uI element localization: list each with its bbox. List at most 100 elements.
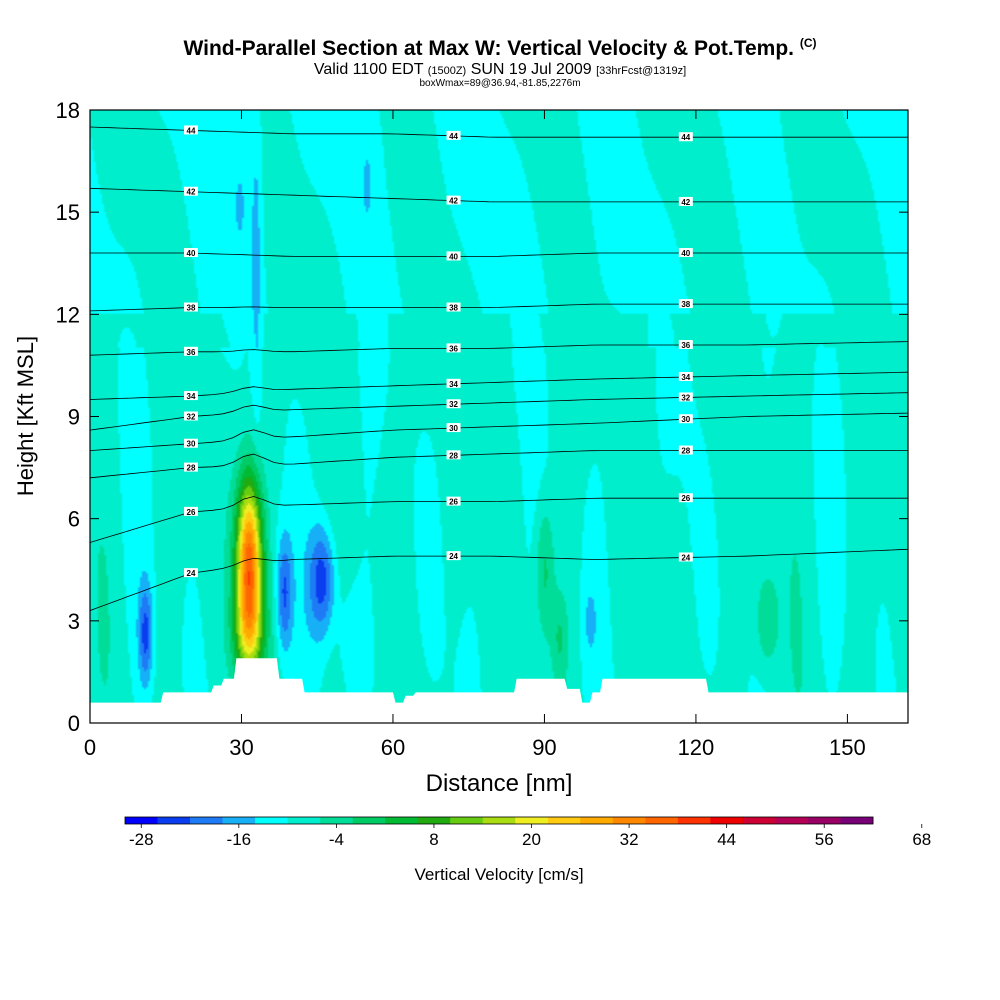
y-tick-label: 6 — [68, 507, 80, 532]
theta-contour-24 — [90, 548, 908, 611]
contour-label-30: 30 — [449, 424, 458, 433]
contour-label-bg — [183, 391, 198, 401]
contour-label-bg — [446, 496, 461, 506]
colorbar-swatch — [807, 817, 841, 824]
contour-label-24: 24 — [681, 553, 690, 562]
theta-contour-44 — [90, 126, 908, 138]
contour-label-24: 24 — [449, 552, 458, 561]
contour-label-bg — [678, 414, 693, 424]
contour-label-bg — [183, 568, 198, 578]
y-tick-label: 15 — [56, 200, 80, 225]
contour-label-26: 26 — [449, 498, 458, 507]
x-tick-label: 30 — [229, 735, 253, 760]
theta-contours: 24 24 24 26 26 26 28 28 28 30 30 30 32 32 32 34 34 34 36 36… — [90, 125, 908, 611]
y-tick-label: 18 — [56, 98, 80, 123]
contour-label-bg — [446, 343, 461, 353]
colorbar-swatch — [710, 817, 744, 824]
colorbar-frame — [124, 816, 874, 825]
colorbar-tick-label: 8 — [429, 830, 438, 849]
contour-label-bg — [678, 299, 693, 309]
colorbar-swatch — [352, 817, 386, 824]
colorbar-swatch — [287, 817, 321, 824]
contour-label-bg — [678, 392, 693, 402]
colorbar-tick-label: -16 — [227, 830, 252, 849]
colorbar-tick-label: 44 — [717, 830, 736, 849]
contour-label-bg — [678, 445, 693, 455]
colorbar-swatch — [547, 817, 581, 824]
contour-label-40: 40 — [187, 249, 196, 258]
contour-label-bg — [678, 132, 693, 142]
theta-contour-42 — [90, 187, 908, 203]
contour-label-44: 44 — [449, 132, 458, 141]
contour-label-24: 24 — [187, 569, 196, 578]
contour-label-38: 38 — [187, 304, 196, 313]
chart-title: Wind-Parallel Section at Max W: Vertical… — [183, 36, 817, 60]
colorbar-swatch — [612, 817, 646, 824]
contour-label-38: 38 — [449, 304, 458, 313]
colorbar-swatch — [580, 817, 614, 824]
colorbar-swatch — [775, 817, 809, 824]
x-tick-label: 0 — [84, 735, 96, 760]
contour-label-bg — [183, 411, 198, 421]
colorbar-swatch — [255, 817, 289, 824]
colorbar-tick-label: -4 — [329, 830, 344, 849]
contour-label-bg — [183, 302, 198, 312]
y-tick-label: 0 — [68, 711, 80, 736]
theta-contour-30 — [90, 412, 908, 451]
contour-label-bg — [183, 438, 198, 448]
theta-contour-34 — [90, 371, 908, 400]
contour-label-bg — [446, 551, 461, 561]
contour-label-bg — [183, 248, 198, 258]
contour-label-bg — [183, 346, 198, 356]
contour-label-36: 36 — [681, 341, 690, 350]
colorbar-swatch — [320, 817, 354, 824]
theta-contour-26 — [90, 496, 908, 543]
colorbar-label: Vertical Velocity [cm/s] — [414, 865, 583, 884]
contour-label-32: 32 — [681, 393, 690, 402]
contour-label-28: 28 — [449, 451, 458, 460]
colorbar-swatch — [157, 817, 191, 824]
contour-label-42: 42 — [449, 197, 458, 206]
chart-subtitle: Valid 1100 EDT (1500Z) SUN 19 Jul 2009 [… — [313, 61, 687, 78]
contour-label-30: 30 — [681, 415, 690, 424]
contour-label-bg — [678, 493, 693, 503]
contour-label-26: 26 — [187, 508, 196, 517]
contour-label-26: 26 — [681, 494, 690, 503]
contour-label-bg — [446, 130, 461, 140]
contour-label-bg — [446, 195, 461, 205]
colorbar: -28 -16 -4 8 20 32 44 56 68 — [124, 816, 931, 849]
contour-label-bg — [183, 462, 198, 472]
contour-label-34: 34 — [187, 392, 196, 401]
contour-label-40: 40 — [449, 252, 458, 261]
contour-label-28: 28 — [187, 464, 196, 473]
contour-label-32: 32 — [449, 400, 458, 409]
x-tick-label: 150 — [829, 735, 866, 760]
colorbar-swatch — [515, 817, 549, 824]
contour-label-42: 42 — [681, 198, 690, 207]
contour-label-28: 28 — [681, 447, 690, 456]
contour-label-32: 32 — [187, 413, 196, 422]
contour-label-bg — [183, 506, 198, 516]
contour-label-bg — [446, 450, 461, 460]
contour-label-42: 42 — [187, 188, 196, 197]
contour-label-bg — [678, 196, 693, 206]
colorbar-tick-label: -28 — [129, 830, 154, 849]
colorbar-tick-label: 32 — [620, 830, 639, 849]
contour-label-bg — [446, 399, 461, 409]
contour-label-bg — [678, 248, 693, 258]
theta-contour-28 — [90, 450, 908, 479]
x-axis-label: Distance [nm] — [426, 770, 573, 797]
colorbar-swatch — [840, 817, 874, 824]
contour-label-40: 40 — [681, 249, 690, 258]
y-tick-label: 12 — [56, 302, 80, 327]
contour-label-bg — [678, 371, 693, 381]
colorbar-swatch — [417, 817, 451, 824]
y-axis-label: Height [Kft MSL] — [13, 336, 38, 496]
contour-label-36: 36 — [449, 344, 458, 353]
colorbar-swatch — [222, 817, 256, 824]
contour-label-bg — [446, 302, 461, 312]
y-tick-label: 3 — [68, 609, 80, 634]
contour-label-34: 34 — [681, 373, 690, 382]
